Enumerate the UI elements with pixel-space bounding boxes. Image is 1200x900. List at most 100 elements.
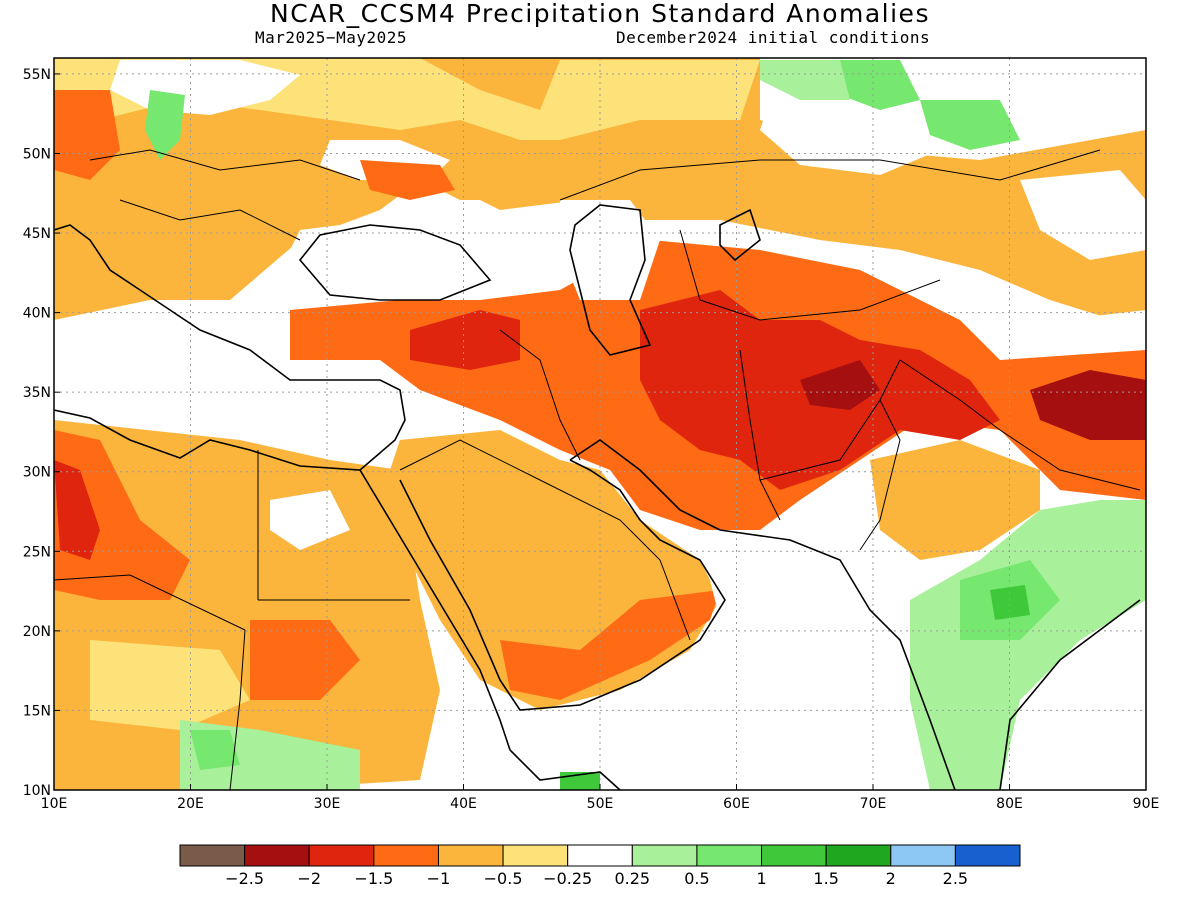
lat-tick-label: 10N	[23, 783, 51, 799]
aral-sea	[719, 208, 761, 262]
colorbar-label: −0.25	[543, 869, 592, 888]
border-sudan-chad	[229, 629, 246, 790]
colorbar-label: 0.25	[614, 869, 650, 888]
initial-conditions: December2024 initial conditions	[616, 28, 931, 47]
border-libya-chad	[54, 574, 246, 631]
lon-tick-label: 50E	[587, 796, 614, 812]
colorbar-swatch	[567, 844, 633, 867]
border-iraq-iran	[499, 329, 581, 461]
graticule	[54, 58, 1146, 790]
lon-tick-label: 10E	[41, 796, 68, 812]
region-siberia-green	[840, 60, 920, 110]
colorbar-label: 0.5	[684, 869, 709, 888]
colorbar-swatch	[954, 844, 1021, 867]
colorbar-swatch	[696, 844, 763, 867]
lat-tick-label: 20N	[23, 624, 51, 640]
region-india-white	[700, 520, 920, 790]
forecast-period: Mar2025−May2025	[255, 28, 407, 47]
region-siberia-green-light	[760, 60, 850, 100]
caspian-coast	[569, 204, 652, 356]
border-china-india	[899, 359, 1141, 491]
colorbar-label: −2.5	[225, 869, 264, 888]
colorbar-label: 1.5	[813, 869, 838, 888]
lon-tick-label: 90E	[1133, 796, 1160, 812]
colorbar-swatch	[179, 844, 246, 867]
region-eu-orange-2	[360, 160, 455, 200]
region-libya-red	[54, 460, 100, 560]
colorbar-swatch	[890, 844, 956, 867]
borders	[54, 149, 1141, 790]
region-scandinavia-green	[145, 90, 185, 160]
longitude-axis: 10E 20E 30E 40E 50E 60E 70E 80E 90E	[41, 784, 1160, 812]
border-pak-india	[859, 399, 901, 551]
persian-gulf-coast	[569, 439, 721, 531]
border-saudi	[399, 439, 691, 641]
region-mongolia-white	[1020, 170, 1146, 260]
africa-horn-coast	[509, 749, 621, 790]
region-africa-white	[270, 490, 350, 550]
lon-tick-label: 40E	[450, 796, 477, 812]
lat-tick-label: 40N	[23, 306, 51, 322]
border-europe-2	[119, 199, 301, 241]
colorbar-label: −0.5	[484, 869, 523, 888]
black-sea-coast	[298, 224, 492, 301]
map-title: NCAR_CCSM4 Precipitation Standard Anomal…	[270, 0, 930, 28]
lon-tick-label: 30E	[314, 796, 341, 812]
lat-tick-label: 50N	[23, 146, 51, 162]
lat-tick-label: 25N	[23, 544, 51, 560]
colorbar-label: −2	[297, 869, 321, 888]
region-india-dry	[870, 440, 1040, 560]
lat-tick-label: 35N	[23, 385, 51, 401]
lon-tick-label: 80E	[996, 796, 1023, 812]
colorbar-swatch	[825, 844, 892, 867]
border-kazakh	[679, 229, 941, 321]
colorbar-label: 2	[886, 869, 896, 888]
region-africa-light	[90, 640, 250, 730]
colorbar-labels: −2.5 −2 −1.5 −1 −0.5 −0.25 0.25 0.5 1 1.5 2 2.5	[225, 869, 968, 888]
region-siberia-white	[760, 100, 940, 175]
border-afghan-pak	[759, 359, 901, 481]
colorbar-swatch	[373, 844, 439, 867]
lat-tick-label: 15N	[23, 703, 51, 719]
colorbar-swatch	[502, 844, 569, 867]
border-russia-kazakh	[559, 149, 1101, 201]
lat-tick-label: 30N	[23, 465, 51, 481]
border-europe-1	[89, 149, 361, 181]
lon-tick-label: 70E	[860, 796, 887, 812]
region-tibet-darkred	[1030, 370, 1146, 440]
colorbar-swatch	[437, 844, 504, 867]
colorbar-label: 1	[756, 869, 766, 888]
india-coast	[719, 529, 956, 790]
red-sea-coast	[359, 469, 511, 751]
colorbar-label: 2.5	[943, 869, 968, 888]
region-sudan-green-2	[190, 730, 240, 770]
colorbar-label: −1.5	[354, 869, 393, 888]
colorbar-swatch	[631, 844, 698, 867]
region-afghan-darkred	[800, 360, 880, 410]
region-sudan-orange	[250, 620, 360, 700]
region-kazakh-dry	[460, 120, 1146, 330]
colorbar-label: −1	[427, 869, 451, 888]
region-caucasus-white	[560, 200, 660, 300]
border-iran-afghan	[739, 349, 781, 521]
lon-tick-label: 20E	[177, 796, 204, 812]
region-china-white	[960, 300, 1146, 360]
colorbar-swatch	[244, 844, 310, 867]
coastlines	[54, 204, 1141, 790]
lat-tick-label: 55N	[23, 67, 51, 83]
colorbar	[179, 844, 1021, 867]
india-east-coast	[999, 599, 1141, 790]
colorbar-swatch	[308, 844, 375, 867]
region-india-green	[910, 500, 1146, 790]
mediterranean-coast	[54, 224, 406, 471]
colorbar-swatch	[761, 844, 827, 867]
region-yemen-orange	[500, 590, 720, 700]
region-me-red	[410, 310, 520, 370]
region-india-green-3	[990, 585, 1030, 620]
region-siberia-green-2	[920, 100, 1020, 150]
lon-tick-label: 60E	[723, 796, 750, 812]
latitude-axis: 10N 15N 20N 25N 30N 35N 40N 45N 50N 55N	[23, 67, 60, 799]
lat-tick-label: 45N	[23, 226, 51, 242]
arabia-coast	[399, 459, 726, 711]
